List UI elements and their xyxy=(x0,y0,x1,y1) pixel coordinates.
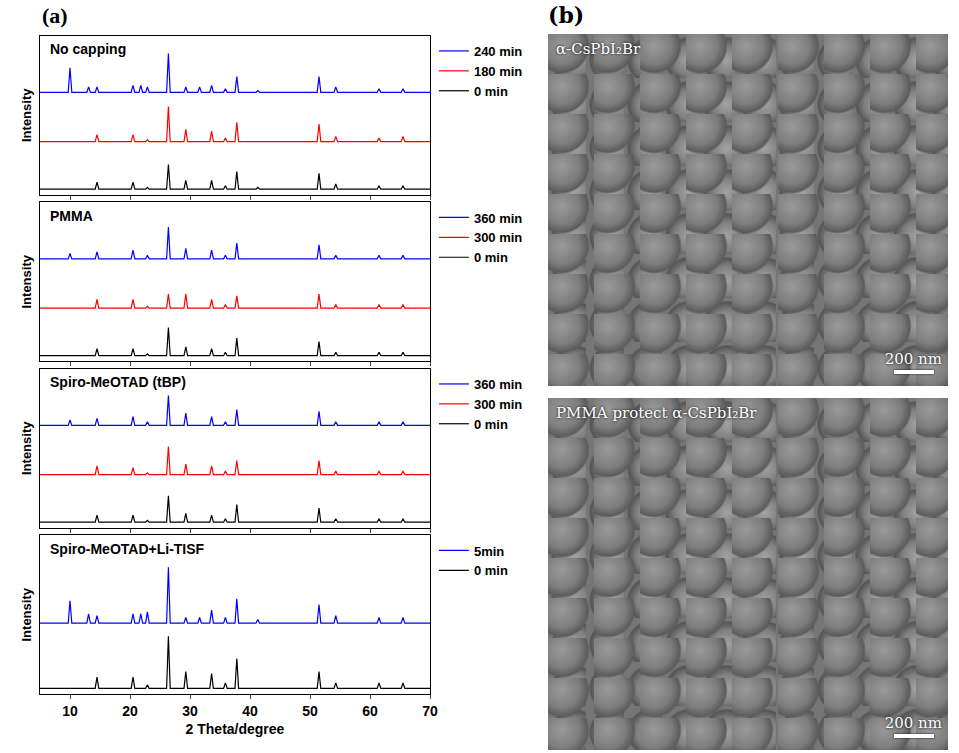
html-text:(b): (b) xyxy=(548,2,585,28)
svg-text:60: 60 xyxy=(362,703,378,719)
svg-text:0 min: 0 min xyxy=(474,250,508,265)
svg-text:Spiro-MeOTAD+Li-TISF: Spiro-MeOTAD+Li-TISF xyxy=(50,541,205,557)
svg-text:No capping: No capping xyxy=(50,41,126,57)
svg-text:360 min: 360 min xyxy=(474,377,522,392)
svg-text:10: 10 xyxy=(62,703,78,719)
svg-text:50: 50 xyxy=(302,703,318,719)
svg-text:40: 40 xyxy=(242,703,258,719)
svg-text:(a): (a) xyxy=(42,3,68,28)
svg-text:Intensity: Intensity xyxy=(19,421,34,475)
svg-text:0 min: 0 min xyxy=(474,417,508,432)
svg-text:Intensity: Intensity xyxy=(19,587,34,641)
svg-text:180 min: 180 min xyxy=(474,64,522,79)
html-text:200 nm: 200 nm xyxy=(884,350,942,368)
svg-text:2 Theta/degree: 2 Theta/degree xyxy=(186,721,285,737)
svg-text:240 min: 240 min xyxy=(474,44,522,59)
svg-text:300 min: 300 min xyxy=(474,230,522,245)
svg-text:300 min: 300 min xyxy=(474,397,522,412)
svg-text:0 min: 0 min xyxy=(474,563,508,578)
svg-text:Intensity: Intensity xyxy=(19,254,34,308)
svg-text:PMMA: PMMA xyxy=(50,208,93,224)
svg-text:70: 70 xyxy=(422,703,438,719)
svg-text:5min: 5min xyxy=(474,544,504,559)
svg-text:Spiro-MeOTAD (tBP): Spiro-MeOTAD (tBP) xyxy=(50,374,186,390)
svg-text:30: 30 xyxy=(182,703,198,719)
svg-text:360 min: 360 min xyxy=(474,211,522,226)
svg-text:Intensity: Intensity xyxy=(19,88,34,142)
html-text:PMMA protect α-CsPbI₂Br: PMMA protect α-CsPbI₂Br xyxy=(556,404,757,422)
html-text:α-CsPbI₂Br: α-CsPbI₂Br xyxy=(556,40,641,58)
svg-text:0 min: 0 min xyxy=(474,84,508,99)
svg-text:20: 20 xyxy=(122,703,138,719)
html-text:200 nm: 200 nm xyxy=(884,714,942,732)
